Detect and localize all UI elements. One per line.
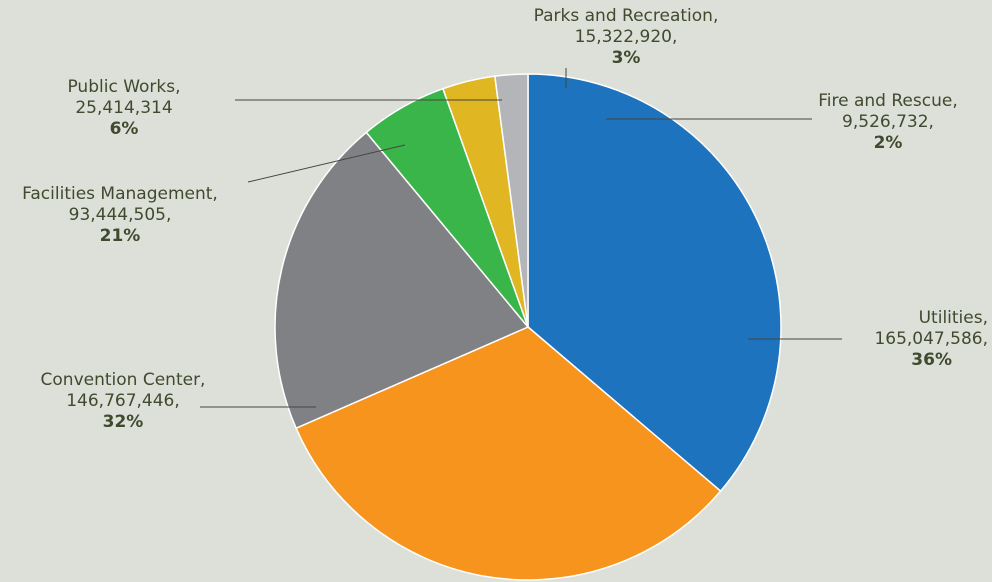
label-publicworks: Public Works, 25,414,314 6% [44, 77, 204, 140]
label-percent: 32% [102, 412, 144, 432]
label-name: Public Works, [67, 77, 181, 97]
label-facilities: Facilities Management, 93,444,505, 21% [2, 184, 238, 247]
label-percent: 3% [611, 48, 641, 68]
pie-slice-fire [494, 73, 529, 328]
label-parks: Parks and Recreation, 15,322,920, 3% [510, 6, 742, 69]
pie-slice-convention [295, 326, 722, 581]
label-name: Utilities, [918, 308, 988, 328]
label-value: 25,414,314 [75, 98, 173, 118]
label-value: 146,767,446, [66, 391, 180, 411]
label-convention: Convention Center, 146,767,446, 32% [28, 370, 218, 433]
label-value: 15,322,920, [574, 27, 678, 47]
label-value: 165,047,586, [874, 329, 988, 349]
pie-slice-facilities [274, 131, 530, 430]
leader-line-facilities [247, 144, 406, 183]
label-name: Facilities Management, [22, 184, 218, 204]
label-percent: 21% [99, 226, 141, 246]
label-value: 93,444,505, [68, 205, 172, 225]
label-name: Fire and Rescue, [818, 91, 958, 111]
label-percent: 36% [911, 350, 952, 370]
label-fire: Fire and Rescue, 9,526,732, 2% [800, 91, 976, 154]
label-name: Convention Center, [40, 370, 206, 390]
label-value: 9,526,732, [842, 112, 934, 132]
label-percent: 2% [873, 133, 903, 153]
label-percent: 6% [109, 119, 139, 139]
label-utilities: Utilities, 165,047,586, 36% [874, 308, 988, 371]
label-name: Parks and Recreation, [533, 6, 719, 26]
pie-slice-utilities [527, 73, 782, 493]
